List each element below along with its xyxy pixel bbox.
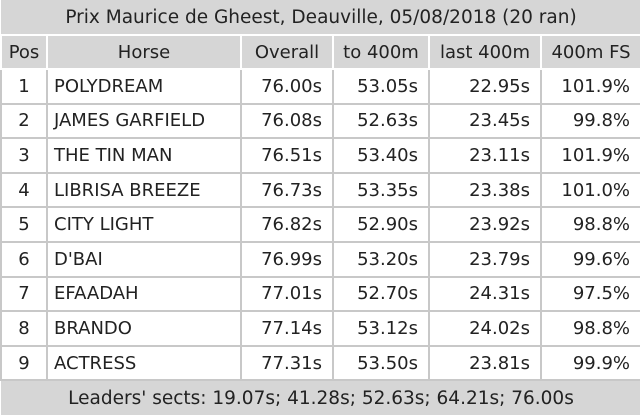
time-cell: 53.50s — [332, 344, 430, 382]
result-row: 1 POLYDREAM 76.00s 53.05s 22.95s 101.9% — [0, 68, 640, 105]
horse-name: POLYDREAM — [46, 68, 242, 105]
time-cell: 23.79s — [428, 240, 542, 278]
title-row: Prix Maurice de Gheest, Deauville, 05/08… — [1, 0, 640, 35]
time-cell: 76.82s — [240, 206, 334, 243]
position: 6 — [0, 240, 48, 278]
horse-name: CITY LIGHT — [46, 206, 242, 243]
time-cell: 23.45s — [428, 102, 542, 140]
result-row: 6 D'BAI 76.99s 53.20s 23.79s 99.6% — [0, 240, 640, 278]
column-header: last 400m — [428, 34, 542, 70]
time-cell: 99.8% — [539, 102, 640, 140]
position: 5 — [0, 206, 48, 243]
time-cell: 23.81s — [428, 344, 542, 382]
time-cell: 76.00s — [240, 68, 334, 105]
time-cell: 76.08s — [240, 102, 334, 140]
horse-name: THE TIN MAN — [46, 137, 242, 174]
time-cell: 101.9% — [539, 137, 640, 174]
time-cell: 76.73s — [240, 171, 334, 209]
time-cell: 53.35s — [332, 171, 430, 209]
column-header: Overall — [240, 34, 334, 70]
horse-name: JAMES GARFIELD — [46, 102, 242, 140]
column-header: Pos — [0, 34, 48, 70]
result-row: 3 THE TIN MAN 76.51s 53.40s 23.11s 101.9% — [0, 137, 640, 174]
time-cell: 53.12s — [332, 310, 430, 347]
column-header: Horse — [46, 34, 242, 70]
time-cell: 77.01s — [240, 275, 334, 313]
result-row: 5 CITY LIGHT 76.82s 52.90s 23.92s 98.8% — [0, 206, 640, 243]
time-cell: 99.9% — [539, 344, 640, 382]
position: 3 — [0, 137, 48, 174]
time-cell: 98.8% — [539, 206, 640, 243]
time-cell: 24.31s — [428, 275, 542, 313]
result-row: 2 JAMES GARFIELD 76.08s 52.63s 23.45s 99.8% — [0, 102, 640, 140]
header-row: Pos Horse Overall to 400m last 400m 400m FS — [0, 34, 640, 70]
time-cell: 101.9% — [539, 68, 640, 105]
result-row: 9 ACTRESS 77.31s 53.50s 23.81s 99.9% — [0, 344, 640, 382]
time-cell: 52.70s — [332, 275, 430, 313]
result-row: 7 EFAADAH 77.01s 52.70s 24.31s 97.5% — [0, 275, 640, 313]
position: 9 — [0, 344, 48, 382]
column-header: 400m FS — [539, 34, 640, 70]
time-cell: 99.6% — [539, 240, 640, 278]
footer-row: Leaders' sects: 19.07s; 41.28s; 52.63s; … — [1, 380, 640, 415]
position: 1 — [0, 68, 48, 105]
horse-name: BRANDO — [46, 310, 242, 347]
leaders-sectionals: Leaders' sects: 19.07s; 41.28s; 52.63s; … — [1, 380, 640, 415]
time-cell: 97.5% — [539, 275, 640, 313]
time-cell: 52.90s — [332, 206, 430, 243]
horse-name: LIBRISA BREEZE — [46, 171, 242, 209]
position: 8 — [0, 310, 48, 347]
time-cell: 24.02s — [428, 310, 542, 347]
time-cell: 77.14s — [240, 310, 334, 347]
horse-name: D'BAI — [46, 240, 242, 278]
time-cell: 52.63s — [332, 102, 430, 140]
time-cell: 23.11s — [428, 137, 542, 174]
position: 4 — [0, 171, 48, 209]
position: 7 — [0, 275, 48, 313]
time-cell: 53.20s — [332, 240, 430, 278]
position: 2 — [0, 102, 48, 140]
time-cell: 23.38s — [428, 171, 542, 209]
time-cell: 23.92s — [428, 206, 542, 243]
time-cell: 76.99s — [240, 240, 334, 278]
result-row: 4 LIBRISA BREEZE 76.73s 53.35s 23.38s 101.0% — [0, 171, 640, 209]
horse-name: EFAADAH — [46, 275, 242, 313]
time-cell: 53.05s — [332, 68, 430, 105]
time-cell: 101.0% — [539, 171, 640, 209]
horse-name: ACTRESS — [46, 344, 242, 382]
time-cell: 22.95s — [428, 68, 542, 105]
table-title: Prix Maurice de Gheest, Deauville, 05/08… — [1, 0, 640, 35]
column-header: to 400m — [332, 34, 430, 70]
time-cell: 98.8% — [539, 310, 640, 347]
time-cell: 77.31s — [240, 344, 334, 382]
result-row: 8 BRANDO 77.14s 53.12s 24.02s 98.8% — [0, 310, 640, 347]
time-cell: 76.51s — [240, 137, 334, 174]
time-cell: 53.40s — [332, 137, 430, 174]
